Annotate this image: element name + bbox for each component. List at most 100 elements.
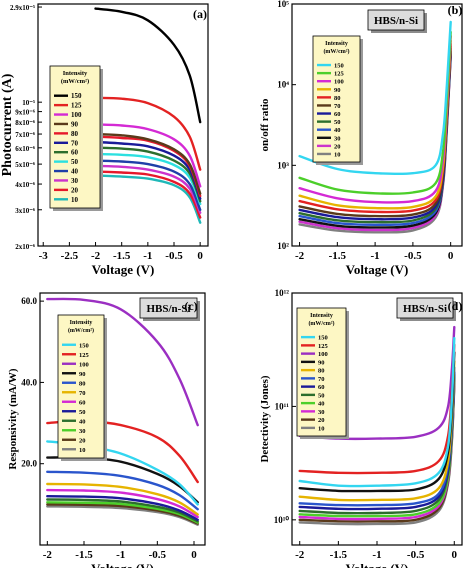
y-tick-label: 7x10⁻⁶ [15, 131, 35, 139]
x-tick-label: -2 [295, 250, 305, 262]
legend-entry: 20 [79, 437, 86, 444]
legend-entry: 40 [318, 401, 325, 408]
legend-entry: 20 [318, 417, 325, 424]
panel-label: (c) [184, 299, 197, 313]
series-line-60 [46, 488, 199, 519]
legend-entry: 70 [79, 390, 86, 397]
legend-entry: 30 [79, 428, 86, 435]
x-tick-label: -0.5 [407, 549, 425, 561]
legend-entry: 40 [71, 168, 79, 176]
legend-box [57, 314, 105, 459]
series-line-10 [94, 174, 202, 224]
legend-title: Intensity [63, 70, 88, 77]
legend-entry: 60 [318, 384, 325, 391]
series-line-125 [94, 96, 202, 171]
legend-entry: 125 [71, 102, 82, 110]
series-line-90 [94, 132, 202, 195]
legend-entry: 125 [334, 71, 345, 78]
plot-frame [37, 3, 209, 247]
tag-label: HBS/n-Si [403, 303, 447, 315]
panel-label: (a) [193, 7, 207, 21]
legend-entry: 100 [79, 361, 89, 368]
y-tick-label: 9x10⁻⁶ [15, 109, 35, 117]
series-line-150 [298, 336, 456, 488]
legend-entry: 125 [79, 352, 90, 359]
plot-frame [291, 3, 463, 247]
legend-entry: 30 [71, 177, 79, 185]
series-group [94, 7, 202, 224]
legend-entry: 50 [79, 409, 86, 416]
legend-box [312, 35, 361, 163]
legend-entry: 150 [71, 92, 82, 100]
legend-entry: 50 [71, 158, 79, 166]
panel-c: -2 -1.5 -1 -0.5 0 60.0 40.0 20.0 Voltage (V) Resp… [7, 292, 206, 568]
x-tick-label: 0 [197, 250, 203, 262]
series-line-70 [46, 482, 199, 516]
y-axis-label: Photocurrent (A) [0, 73, 15, 176]
legend-title-unit: (mW/cm²) [68, 327, 94, 334]
legend-entry: 90 [334, 87, 341, 94]
series-line-20 [46, 503, 199, 525]
legend-entry: 50 [318, 392, 325, 399]
legend-entry: 70 [318, 376, 325, 383]
y-tick-label: 10⁵ [277, 0, 289, 9]
x-axis-label: Voltage (V) [346, 262, 409, 277]
legend-entry: 60 [71, 149, 79, 157]
y-tick-label: 10⁴ [277, 80, 289, 90]
tag-box [139, 297, 198, 319]
x-tick-label: 0 [448, 250, 454, 262]
legend-entry: 10 [318, 425, 325, 432]
tag-label: HBS/n-Si [146, 303, 190, 315]
legend-entry: 50 [334, 119, 341, 126]
x-tick-label: -0.5 [149, 549, 167, 561]
panel-b: -2 -1.5 -1 -0.5 0 10⁵ 10⁴ 10³ 10² Voltage (V) on/o… [259, 0, 463, 277]
y-tick-label: 6x10⁻⁶ [15, 145, 35, 153]
legend-entry: 10 [79, 447, 86, 454]
legend-title: Intensity [310, 313, 333, 319]
x-tick-label: -3 [39, 250, 49, 262]
tag-box [396, 297, 454, 319]
legend-title: Intensity [70, 320, 93, 326]
y-axis-label: on/off ratio [259, 98, 271, 151]
x-axis-label: Voltage (V) [91, 561, 154, 568]
legend-entry: 150 [318, 335, 328, 342]
legend-entry: 10 [334, 151, 341, 158]
series-line-150 [94, 7, 202, 124]
x-tick-label: 0 [452, 549, 458, 561]
legend-entry: 80 [79, 380, 86, 387]
y-tick-label: 3x10⁻⁶ [15, 207, 35, 215]
plot-frame [39, 292, 206, 546]
x-tick-label: -2 [295, 549, 305, 561]
x-axis-label: Voltage (V) [346, 561, 409, 568]
series-line-50 [94, 152, 202, 206]
legend-entry: 80 [71, 130, 79, 138]
panel-label: (b) [448, 3, 463, 17]
tag-label: HBS/n-Si [374, 15, 418, 27]
legend-entry: 100 [334, 79, 344, 86]
legend-entry: 20 [334, 143, 341, 150]
y-tick-label: 20.0 [21, 459, 37, 469]
y-tick-label: 2.9x10⁻⁵ [10, 4, 35, 12]
x-tick-label: -1.5 [75, 549, 93, 561]
y-tick-label: 10² [277, 241, 289, 251]
series-line-30 [46, 501, 199, 524]
y-tick-label: 10¹⁰ [274, 515, 290, 525]
legend-entry: 30 [318, 409, 325, 416]
legend-entry: 90 [79, 371, 86, 378]
legend-entry: 90 [318, 359, 325, 366]
y-tick-label: 40.0 [21, 377, 37, 387]
x-tick-label: -2.5 [61, 250, 79, 262]
series-line-40 [94, 159, 202, 211]
x-axis-label: Voltage (V) [92, 262, 155, 277]
legend-entry: 70 [71, 139, 79, 147]
legend-entry: 60 [334, 111, 341, 118]
series-line-100 [46, 297, 199, 427]
legend-title-unit: (mW/cm²) [308, 320, 334, 327]
x-tick-label: -0.5 [404, 250, 422, 262]
series-group [46, 297, 199, 526]
x-tick-label: -2 [43, 549, 53, 561]
x-tick-label: -0.5 [165, 250, 183, 262]
legend-entry: 80 [334, 95, 341, 102]
series-line-20 [94, 170, 202, 219]
y-tick-label: 10¹¹ [275, 401, 290, 411]
